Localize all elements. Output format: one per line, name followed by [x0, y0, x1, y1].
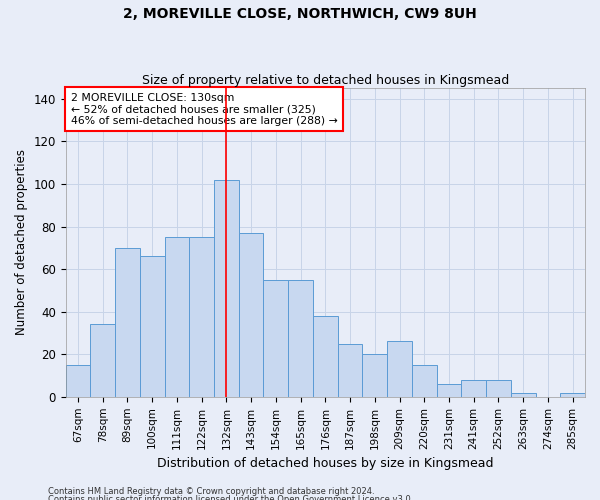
Bar [164, 237, 190, 397]
Bar [412, 365, 437, 397]
Bar [560, 392, 585, 397]
Y-axis label: Number of detached properties: Number of detached properties [15, 150, 28, 336]
Bar [313, 316, 338, 397]
Bar [511, 392, 536, 397]
Bar [288, 280, 313, 397]
Bar [91, 324, 115, 397]
Title: Size of property relative to detached houses in Kingsmead: Size of property relative to detached ho… [142, 74, 509, 87]
Bar [65, 365, 91, 397]
Text: 2, MOREVILLE CLOSE, NORTHWICH, CW9 8UH: 2, MOREVILLE CLOSE, NORTHWICH, CW9 8UH [123, 8, 477, 22]
Bar [190, 237, 214, 397]
Text: Contains public sector information licensed under the Open Government Licence v3: Contains public sector information licen… [48, 495, 413, 500]
Bar [486, 380, 511, 397]
Text: Contains HM Land Registry data © Crown copyright and database right 2024.: Contains HM Land Registry data © Crown c… [48, 487, 374, 496]
Bar [214, 180, 239, 397]
Bar [387, 342, 412, 397]
Bar [239, 233, 263, 397]
Text: 2 MOREVILLE CLOSE: 130sqm
← 52% of detached houses are smaller (325)
46% of semi: 2 MOREVILLE CLOSE: 130sqm ← 52% of detac… [71, 93, 338, 126]
X-axis label: Distribution of detached houses by size in Kingsmead: Distribution of detached houses by size … [157, 457, 494, 470]
Bar [437, 384, 461, 397]
Bar [461, 380, 486, 397]
Bar [338, 344, 362, 397]
Bar [140, 256, 164, 397]
Bar [263, 280, 288, 397]
Bar [362, 354, 387, 397]
Bar [115, 248, 140, 397]
